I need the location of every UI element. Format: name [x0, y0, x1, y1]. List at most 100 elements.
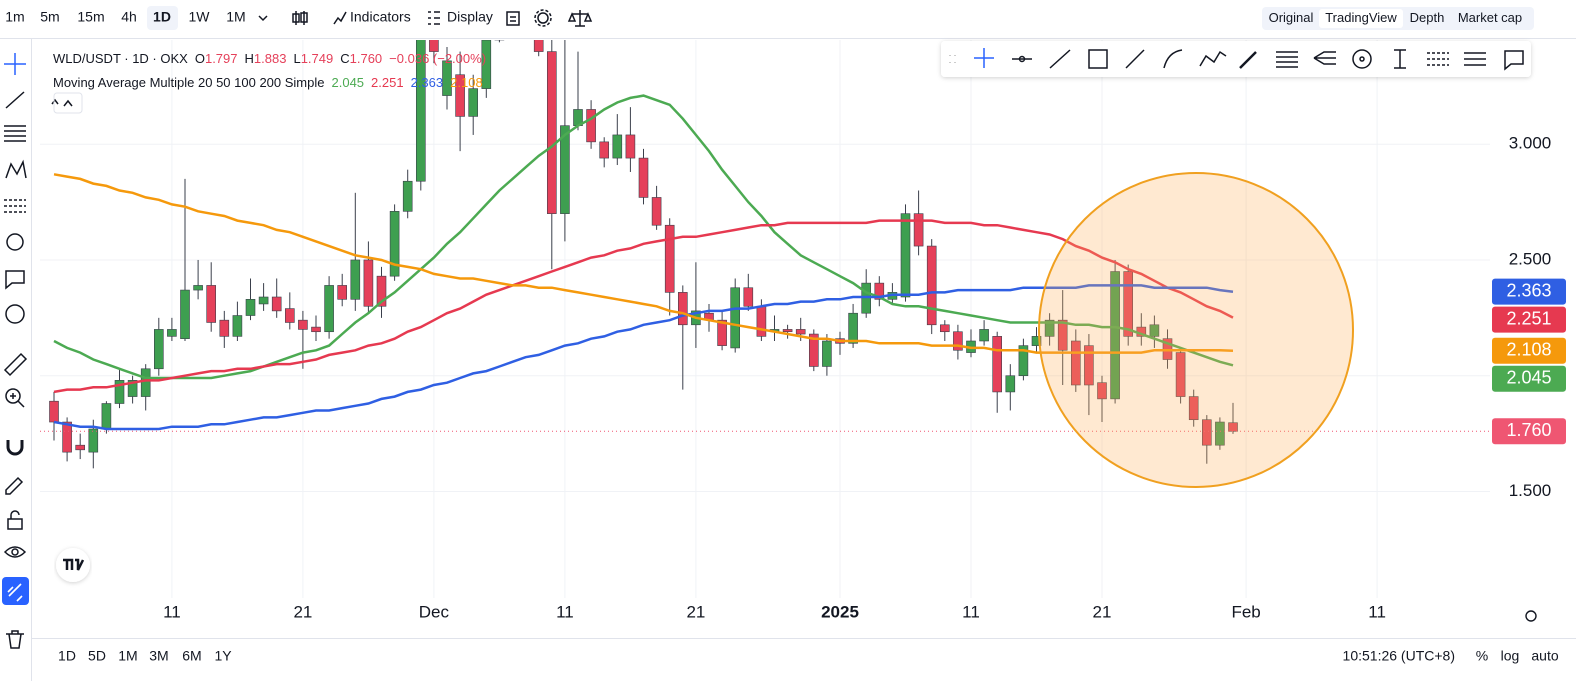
x-tick-label: 11 — [962, 602, 980, 621]
candle-body — [1057, 319, 1068, 351]
interval-button[interactable]: 1m — [5, 9, 24, 25]
range-button[interactable]: 1Y — [214, 648, 232, 664]
candle-body — [822, 340, 832, 367]
sync-bg[interactable] — [2, 577, 29, 605]
settings-icon[interactable] — [537, 12, 549, 24]
annotation-tool[interactable] — [5, 270, 25, 290]
pattern-tool[interactable] — [5, 159, 27, 179]
selected-tab-bg — [1319, 9, 1403, 28]
candle-body — [1202, 419, 1212, 446]
icon-tool[interactable] — [5, 304, 25, 324]
lock-tool[interactable] — [7, 518, 23, 530]
interval-button[interactable]: 1M — [226, 9, 245, 25]
shape-tool[interactable] — [6, 233, 24, 251]
view-tab[interactable]: TradingView — [1325, 10, 1397, 25]
ma-value: 2.363 — [410, 75, 444, 90]
curve-tool[interactable] — [1163, 49, 1183, 69]
display-button[interactable]: Display — [447, 9, 493, 25]
view-tab[interactable]: Depth — [1410, 10, 1445, 25]
brush-tool[interactable] — [1239, 51, 1257, 69]
price-label: 1.760 — [1506, 420, 1551, 440]
compare-icon[interactable] — [506, 11, 520, 26]
fib-tool[interactable] — [1276, 51, 1298, 68]
annotation-circle[interactable] — [1038, 172, 1354, 488]
interval-button[interactable]: 4h — [121, 9, 137, 25]
ma-line — [53, 219, 1234, 394]
collapse-legend[interactable] — [51, 98, 59, 105]
candle-body — [900, 213, 911, 298]
range-button[interactable]: 5D — [88, 648, 106, 664]
candle-body — [533, 40, 544, 52]
candle-body — [586, 109, 596, 143]
path-tool[interactable] — [1199, 50, 1227, 67]
interval-button[interactable]: 1D — [153, 9, 171, 25]
magnet-tool[interactable] — [6, 440, 24, 456]
candle-body — [140, 368, 151, 397]
crosshair-tool[interactable] — [4, 53, 26, 75]
candle-body — [232, 315, 243, 337]
circle-tool[interactable] — [1352, 49, 1372, 69]
pitchfork-tool[interactable] — [1313, 51, 1336, 65]
view-tab[interactable]: Market cap — [1458, 10, 1522, 25]
zoom-tool[interactable] — [5, 388, 21, 404]
chart-type[interactable] — [292, 11, 308, 25]
more-intervals[interactable] — [258, 15, 268, 22]
range-button[interactable]: 1M — [118, 648, 137, 664]
interval-button[interactable]: 5m — [40, 9, 59, 25]
range-button[interactable]: 1D — [58, 648, 76, 664]
ui: 1m 5m 15m 4h 1D 1W 1M Indicators Display Original… — [2, 6, 1559, 664]
view-tab[interactable]: Original — [1269, 10, 1314, 25]
candle-body — [193, 285, 203, 291]
lines-tool[interactable] — [1464, 52, 1486, 66]
note-tool[interactable] — [1504, 50, 1524, 71]
draw-mode-tool[interactable] — [5, 476, 24, 495]
candle-body — [730, 287, 741, 349]
range-button[interactable]: 6M — [182, 648, 201, 664]
candle-body — [979, 329, 989, 342]
hide-tool[interactable] — [3, 546, 27, 558]
ma-label-bg — [1492, 365, 1566, 392]
fib-tool[interactable] — [4, 125, 26, 142]
rect-tool[interactable] — [1088, 49, 1108, 69]
x-tick-label: 2025 — [821, 602, 859, 621]
indicators-button[interactable]: Indicators — [350, 9, 411, 25]
display-icon[interactable] — [428, 11, 440, 25]
ma-value: 2.045 — [331, 75, 365, 90]
candle-body — [219, 319, 230, 337]
candle-body — [638, 157, 649, 198]
trend-line-tool[interactable] — [5, 91, 25, 109]
candle-body — [258, 296, 269, 305]
axis-settings[interactable] — [1525, 610, 1537, 622]
scale-option[interactable]: auto — [1531, 648, 1558, 664]
x-tick-label: 21 — [1093, 602, 1112, 621]
range-button[interactable]: 3M — [149, 648, 168, 664]
zoom-plus — [10, 393, 25, 408]
text-tool[interactable] — [1394, 49, 1406, 69]
ray-tool[interactable] — [1125, 49, 1145, 69]
collapse-button[interactable] — [53, 92, 83, 114]
drag-handle[interactable] — [949, 55, 956, 63]
delete-tool[interactable] — [6, 630, 24, 649]
candle-body — [1110, 271, 1120, 400]
interval-button[interactable]: 15m — [77, 9, 104, 25]
prediction-tool[interactable] — [4, 199, 26, 213]
ma-label: 2.045 — [1506, 367, 1551, 387]
candle-body — [206, 285, 216, 323]
ma-line — [53, 94, 1234, 380]
interval-button[interactable]: 1W — [189, 9, 211, 25]
candle-body — [664, 224, 675, 293]
x-tick-label: 11 — [163, 602, 181, 621]
candle-body — [717, 319, 727, 346]
channel-tool[interactable] — [1427, 52, 1449, 66]
balance-icon[interactable] — [567, 10, 593, 27]
candle-body — [953, 331, 963, 351]
cross-tool[interactable] — [974, 48, 994, 68]
overlay — [941, 41, 1531, 488]
trend-tool[interactable] — [1049, 49, 1071, 69]
ma-line — [53, 173, 1234, 354]
candle-body — [389, 211, 400, 277]
indicators-icon[interactable] — [333, 11, 347, 25]
measure-tool[interactable] — [3, 352, 28, 377]
scale-option[interactable]: % — [1476, 648, 1488, 664]
scale-option[interactable]: log — [1501, 648, 1520, 664]
